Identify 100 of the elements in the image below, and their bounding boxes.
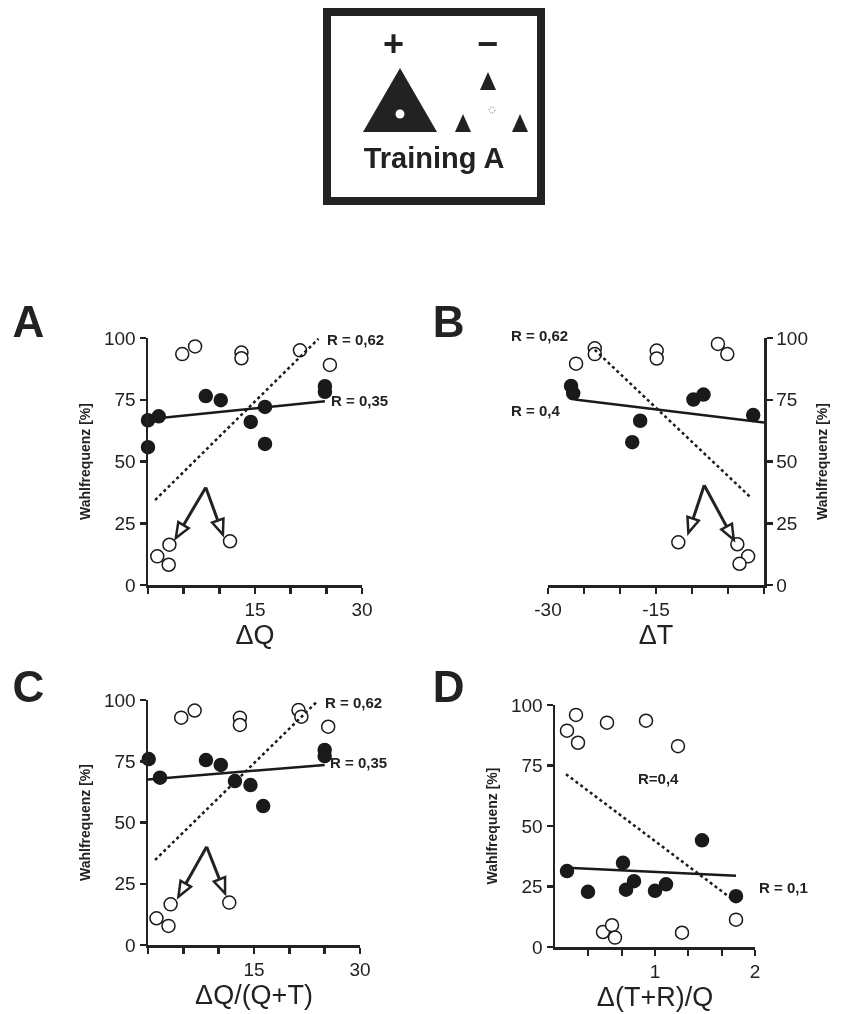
x-tick-label: 15 [243,959,265,981]
point [163,897,178,912]
chart-title: A [12,296,45,346]
y-tick-label: 25 [114,512,136,534]
point [649,351,664,366]
annotation: R = 0,62 [327,331,385,348]
y-axis-title: Wahlfrequenz [%] [77,764,94,881]
point [222,895,237,910]
point [565,386,581,401]
point [292,343,308,358]
y-tick-label: 25 [521,876,543,898]
point [213,757,229,773]
point [568,356,584,371]
y-tick-label: 100 [511,694,543,716]
x-axis-title: Δ(T+R)/Q [596,982,714,1013]
annotation: R = 0,62 [511,327,569,344]
y-axis-title: Wahlfrequenz [%] [484,767,501,885]
point [162,537,177,552]
y-tick-label: 50 [114,812,136,834]
point [674,925,690,940]
point [559,723,575,738]
y-tick-label: 0 [125,934,136,956]
y2-tick-label: 25 [776,512,798,534]
point [243,414,258,430]
y2-tick-label: 0 [776,574,787,596]
chart-title: C [12,661,45,711]
y-tick-label: 75 [114,750,136,772]
chart-title: D [432,661,465,711]
y2-tick-label: 100 [776,327,808,349]
y-tick-label: 100 [104,689,136,711]
y-tick-label: 0 [125,574,136,596]
point [222,534,238,549]
point [730,537,745,552]
point [647,883,663,899]
annotation: R = 0,62 [325,694,383,711]
point [161,918,176,934]
point [710,336,726,352]
x-axis-title: ΔT [638,620,674,650]
point [607,930,623,945]
point [570,735,586,750]
point [149,911,164,926]
x-tick-label: 2 [749,961,761,983]
text: − [477,23,499,64]
point [322,357,338,373]
point [559,863,575,879]
x-tick-label: 15 [244,599,266,621]
point [599,715,615,730]
y2-tick-label: 75 [776,389,798,411]
text: R = 0,1 [759,879,808,896]
annotation: R = 0,35 [330,754,388,771]
point [615,855,631,871]
point [696,387,711,402]
point [257,436,273,452]
x-tick-label: -30 [534,599,562,621]
annotation: R=0,4 [638,770,680,787]
text: + [383,23,405,64]
x-tick-label: 1 [649,961,661,983]
point [187,703,202,718]
x-axis-title: ΔQ/(Q+T) [195,980,313,1011]
point [638,713,654,728]
point [580,884,596,900]
annotation: R = 0,35 [331,392,389,409]
point [720,346,735,362]
point [213,392,229,408]
point [198,388,214,404]
y2-tick-label: 50 [776,451,798,473]
point [618,882,634,897]
x-axis-title: ΔQ [235,620,275,650]
point [150,549,165,564]
point [728,912,744,927]
point [243,777,258,793]
point [255,798,271,814]
point [234,351,249,366]
point [658,877,674,892]
annotation: R = 0,4 [511,402,561,419]
point [187,339,203,354]
y2-axis-title: Wahlfrequenz [%] [813,403,830,520]
y-tick-label: 50 [521,815,543,837]
y-tick-label: 75 [521,755,543,777]
x-tick-label: 30 [351,599,373,621]
y-tick-label: 0 [532,936,543,958]
point [732,556,747,571]
point [694,833,710,848]
point [175,346,190,362]
x-tick-label: 30 [349,959,371,981]
point [632,413,648,428]
point [625,434,640,450]
point [728,888,744,904]
y-tick-label: 75 [114,389,136,411]
point [161,557,176,572]
point [671,535,686,550]
point [670,738,686,754]
point [232,717,248,733]
point [173,710,189,725]
x-tick-label: -15 [642,599,670,621]
chart-title: B [432,296,465,346]
point [198,752,214,768]
point [320,719,336,734]
point [604,917,620,933]
y-tick-label: 25 [114,873,136,895]
